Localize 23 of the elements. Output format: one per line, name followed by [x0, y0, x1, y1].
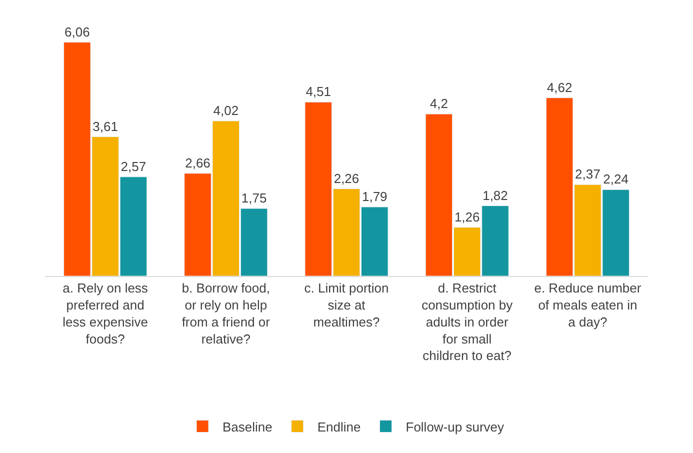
data-label: 2,26 — [334, 170, 360, 186]
data-label: 1,82 — [482, 188, 508, 203]
legend-label: Baseline — [222, 419, 272, 434]
x-tick-label: b. Borrow food, or rely on help from a friend or relative? — [182, 280, 271, 346]
x-tick-label: d. Restrict consumption by adults in order for small children to eat? — [422, 280, 514, 364]
x-tick-label: e. Reduce number of meals eaten in a day? — [534, 280, 642, 330]
legend-label: Follow-up survey — [406, 419, 505, 434]
data-label: 2,66 — [185, 155, 210, 170]
data-label: 2,37 — [575, 166, 600, 182]
x-tick-label: a. Rely on less preferred and less expensive foods? — [62, 280, 148, 346]
data-label: 1,26 — [454, 209, 480, 224]
data-label: 6,06 — [64, 24, 90, 40]
data-label: 4,62 — [546, 80, 572, 95]
data-label: 4,2 — [430, 96, 448, 112]
x-tick-label: c. Limit portion size at mealtimes? — [304, 280, 389, 330]
data-label: 2,57 — [120, 158, 146, 174]
data-label: 4,02 — [213, 102, 239, 118]
data-label: 4,51 — [306, 84, 332, 100]
data-label: 2,24 — [603, 172, 628, 187]
legend-label: Endline — [317, 419, 361, 434]
data-label: 3,61 — [92, 118, 118, 134]
data-label: 1,79 — [362, 188, 388, 204]
data-label: 1,75 — [241, 190, 267, 206]
